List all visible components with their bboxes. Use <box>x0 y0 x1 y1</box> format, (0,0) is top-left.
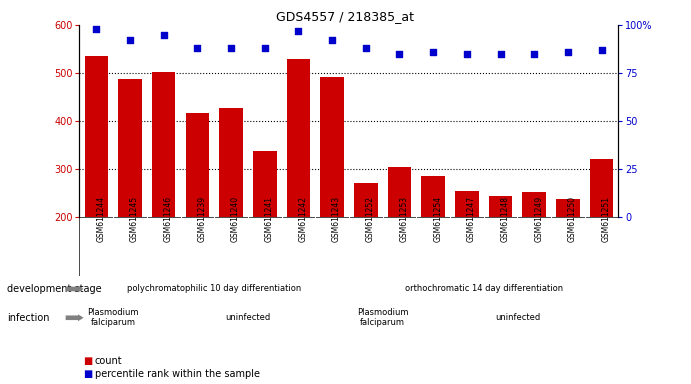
Point <box>596 47 607 53</box>
Text: GSM611242: GSM611242 <box>299 196 307 242</box>
Text: GSM611254: GSM611254 <box>433 196 442 242</box>
Bar <box>522 192 546 217</box>
Point <box>293 28 304 34</box>
Text: infection: infection <box>7 313 50 323</box>
Bar <box>152 71 176 217</box>
Bar <box>186 113 209 217</box>
Bar <box>556 199 580 217</box>
Point <box>259 45 270 51</box>
Point <box>529 51 540 57</box>
Bar <box>253 151 276 217</box>
Text: ■: ■ <box>83 369 92 379</box>
Text: GSM611246: GSM611246 <box>164 196 173 242</box>
Bar <box>388 167 411 217</box>
Text: GSM611245: GSM611245 <box>130 196 139 242</box>
Text: GSM611243: GSM611243 <box>332 196 341 242</box>
Text: polychromatophilic 10 day differentiation: polychromatophilic 10 day differentiatio… <box>127 285 301 293</box>
Point <box>158 31 169 38</box>
Text: uninfected: uninfected <box>495 313 540 322</box>
Text: GDS4557 / 218385_at: GDS4557 / 218385_at <box>276 10 415 23</box>
Bar <box>422 176 445 217</box>
Bar <box>118 79 142 217</box>
Text: GSM611241: GSM611241 <box>265 196 274 242</box>
Point <box>562 49 574 55</box>
Text: ■: ■ <box>83 356 92 366</box>
Text: count: count <box>95 356 122 366</box>
Bar <box>321 77 344 217</box>
Point <box>327 37 338 43</box>
Bar <box>287 59 310 217</box>
Point <box>192 45 203 51</box>
Text: GSM611240: GSM611240 <box>231 196 240 242</box>
Text: GSM611250: GSM611250 <box>568 196 577 242</box>
Point <box>394 51 405 57</box>
Bar <box>489 196 512 217</box>
Point <box>124 37 135 43</box>
Text: Plasmodium
falciparum: Plasmodium falciparum <box>87 308 139 328</box>
Point <box>462 51 473 57</box>
Bar <box>219 108 243 217</box>
Text: percentile rank within the sample: percentile rank within the sample <box>95 369 260 379</box>
Text: GSM611244: GSM611244 <box>96 196 105 242</box>
Point <box>91 26 102 32</box>
Bar <box>590 159 614 217</box>
Text: GSM611251: GSM611251 <box>602 196 611 242</box>
Bar <box>455 190 479 217</box>
Point <box>495 51 506 57</box>
Text: GSM611247: GSM611247 <box>467 196 476 242</box>
Text: development stage: development stage <box>7 284 102 294</box>
Bar <box>354 183 377 217</box>
Text: GSM611248: GSM611248 <box>500 196 509 242</box>
Point <box>360 45 371 51</box>
Text: GSM611249: GSM611249 <box>534 196 543 242</box>
Point <box>428 49 439 55</box>
Text: GSM611253: GSM611253 <box>399 196 408 242</box>
Text: uninfected: uninfected <box>225 313 270 322</box>
Point <box>225 45 236 51</box>
Text: Plasmodium
falciparum: Plasmodium falciparum <box>357 308 408 328</box>
Bar <box>84 56 108 217</box>
Text: orthochromatic 14 day differentiation: orthochromatic 14 day differentiation <box>405 285 562 293</box>
Text: GSM611252: GSM611252 <box>366 196 375 242</box>
Text: GSM611239: GSM611239 <box>198 196 207 242</box>
